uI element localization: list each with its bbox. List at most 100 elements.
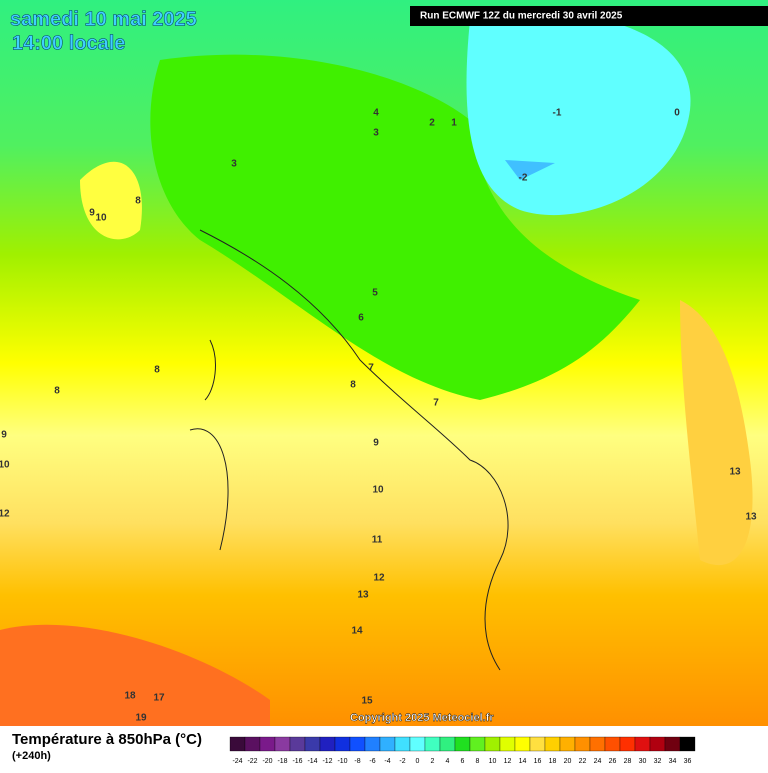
contour-label: 8	[54, 386, 60, 397]
contour-label: 6	[358, 313, 364, 324]
legend-swatch	[379, 736, 396, 752]
run-banner	[410, 6, 768, 26]
contour-label: 10	[372, 485, 384, 496]
legend-swatch	[589, 736, 606, 752]
legend-swatch	[544, 736, 561, 752]
forecast-date: samedi 10 mai 2025	[10, 8, 197, 30]
forecast-time: 14:00 locale	[12, 32, 125, 54]
legend-label: -8	[354, 758, 360, 765]
contour-label: 5	[372, 288, 378, 299]
legend-label: 12	[504, 758, 512, 765]
legend-swatch	[634, 736, 651, 752]
contour-label: 18	[124, 691, 136, 702]
cold-core	[505, 160, 555, 180]
legend-label: 18	[549, 758, 557, 765]
legend-title: Température à 850hPa (°C)	[12, 731, 202, 748]
legend-label: 30	[639, 758, 647, 765]
contour-label: -1	[553, 108, 562, 119]
legend-swatch	[409, 736, 426, 752]
legend-label: -24	[232, 758, 242, 765]
contour-label: 3	[231, 159, 237, 170]
legend-label: 8	[476, 758, 480, 765]
copyright: Copyright 2025 Meteociel.fr	[350, 712, 494, 724]
legend-label: 36	[684, 758, 692, 765]
legend-swatch	[484, 736, 501, 752]
legend-swatch	[394, 736, 411, 752]
legend-swatch	[229, 736, 246, 752]
contour-label: 12	[373, 573, 385, 584]
contour-label: 0	[674, 108, 680, 119]
contour-label: 17	[153, 693, 165, 704]
contour-label: 4	[373, 108, 379, 119]
legend-swatch	[334, 736, 351, 752]
legend-swatch	[604, 736, 621, 752]
lead-time: (+240h)	[12, 750, 51, 762]
legend-swatch	[274, 736, 291, 752]
contour-label: 1	[451, 118, 457, 129]
legend-label: -10	[337, 758, 347, 765]
legend-swatch	[439, 736, 456, 752]
legend-swatch	[364, 736, 381, 752]
green-zone	[150, 54, 641, 401]
legend-label: -6	[369, 758, 375, 765]
legend-label: -12	[322, 758, 332, 765]
legend-swatch	[349, 736, 366, 752]
contour-label: 10	[0, 460, 10, 471]
contour-label: 13	[729, 467, 741, 478]
legend-label: 22	[579, 758, 587, 765]
contour-label: 3	[373, 128, 379, 139]
legend-swatch	[574, 736, 591, 752]
legend-swatch	[424, 736, 441, 752]
contour-label: 8	[135, 196, 141, 207]
coastline	[189, 229, 509, 671]
legend-label: -4	[384, 758, 390, 765]
legend-label: -14	[307, 758, 317, 765]
legend-label: 34	[669, 758, 677, 765]
legend-label: -2	[399, 758, 405, 765]
contour-label: 14	[351, 626, 363, 637]
legend-swatch	[619, 736, 636, 752]
legend-label: 6	[461, 758, 465, 765]
legend-label: -20	[262, 758, 272, 765]
legend-swatch	[514, 736, 531, 752]
legend-label: -22	[247, 758, 257, 765]
legend-label: 20	[564, 758, 572, 765]
hot-zone	[0, 624, 270, 726]
legend-label: 16	[534, 758, 542, 765]
legend-swatch	[499, 736, 516, 752]
contour-label: 19	[135, 713, 147, 724]
legend-swatch	[559, 736, 576, 752]
legend-label: 10	[489, 758, 497, 765]
contour-label: 9	[373, 438, 379, 449]
legend-swatch	[259, 736, 276, 752]
legend-label: 28	[624, 758, 632, 765]
run-info: Run ECMWF 12Z du mercredi 30 avril 2025	[420, 11, 623, 22]
legend-label: 2	[431, 758, 435, 765]
legend-label: 32	[654, 758, 662, 765]
legend-swatch	[304, 736, 321, 752]
contour-label: 9	[89, 208, 95, 219]
legend-label: 0	[416, 758, 420, 765]
legend-label: -16	[292, 758, 302, 765]
warm-zone	[80, 161, 142, 240]
legend-swatch	[469, 736, 486, 752]
contour-label: 11	[372, 535, 383, 546]
contour-label: 8	[154, 365, 160, 376]
warm-east	[680, 300, 753, 566]
legend-label: 26	[609, 758, 617, 765]
contour-label: 13	[357, 590, 369, 601]
legend-label: -18	[277, 758, 287, 765]
contour-label: 8	[350, 380, 356, 391]
contour-label: 7	[433, 398, 439, 409]
contour-label: 9	[1, 430, 7, 441]
legend-swatch	[319, 736, 336, 752]
legend-label: 14	[519, 758, 527, 765]
legend-swatch	[244, 736, 261, 752]
contour-label: 10	[95, 213, 107, 224]
legend-swatch	[529, 736, 546, 752]
contour-label: 12	[0, 509, 10, 520]
contour-label: 13	[745, 512, 757, 523]
contour-label: 7	[368, 363, 374, 374]
contour-label: 15	[361, 696, 373, 707]
